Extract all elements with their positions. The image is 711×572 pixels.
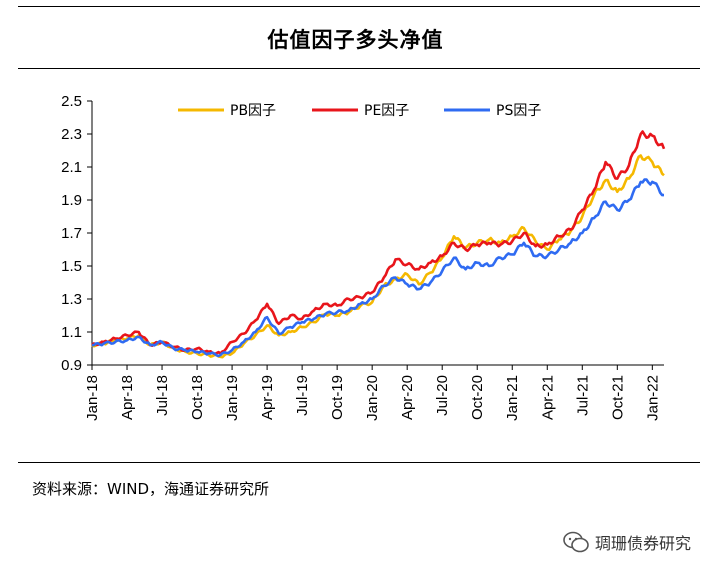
x-tick-label: Jan-19: [224, 375, 241, 421]
series-line-2: [91, 130, 666, 356]
x-tick-label: Jan-20: [364, 375, 381, 421]
legend-label: PS因子: [496, 103, 541, 119]
y-tick-label: 0.9: [61, 357, 82, 374]
top-rule: [18, 6, 700, 7]
x-tick-label: Oct-19: [329, 375, 346, 420]
y-tick-label: 1.1: [61, 324, 82, 341]
x-tick-label: Apr-21: [539, 375, 556, 420]
series-line-1: [91, 154, 665, 359]
y-tick-label: 1.3: [61, 291, 82, 308]
source-note: 资料来源：WIND，海通证券研究所: [32, 480, 270, 498]
x-tick-label: Jul-20: [434, 375, 451, 416]
legend-label: PB因子: [230, 103, 276, 119]
watermark: 琱珊债券研究: [563, 530, 691, 554]
watermark-text: 琱珊债券研究: [594, 534, 691, 553]
y-tick-label: 2.5: [61, 93, 82, 110]
x-tick-label: Oct-18: [189, 375, 206, 420]
y-tick-label: 2.3: [61, 126, 82, 143]
chart-title: 估值因子多头净值: [267, 28, 444, 52]
x-tick-label: Jan-22: [644, 375, 661, 421]
x-tick-label: Jan-18: [84, 375, 101, 421]
wechat-icon: [563, 531, 589, 553]
x-tick-label: Oct-20: [469, 375, 486, 420]
series-line-3: [91, 178, 664, 358]
y-tick-label: 1.9: [61, 192, 82, 209]
y-tick-label: 1.7: [61, 225, 82, 242]
y-tick-label: 2.1: [61, 159, 82, 176]
legend-label: PE因子: [364, 103, 409, 119]
x-tick-label: Jul-18: [154, 375, 171, 416]
x-tick-label: Jul-19: [294, 375, 311, 416]
x-tick-label: Jan-21: [504, 375, 521, 421]
x-tick-label: Apr-18: [119, 375, 136, 420]
y-tick-label: 1.5: [61, 258, 82, 275]
bottom-rule: [18, 462, 700, 463]
x-tick-label: Oct-21: [609, 375, 626, 420]
title-rule: [18, 68, 700, 69]
x-tick-label: Jul-21: [574, 375, 591, 416]
x-tick-label: Apr-19: [259, 375, 276, 420]
x-tick-label: Apr-20: [399, 375, 416, 420]
